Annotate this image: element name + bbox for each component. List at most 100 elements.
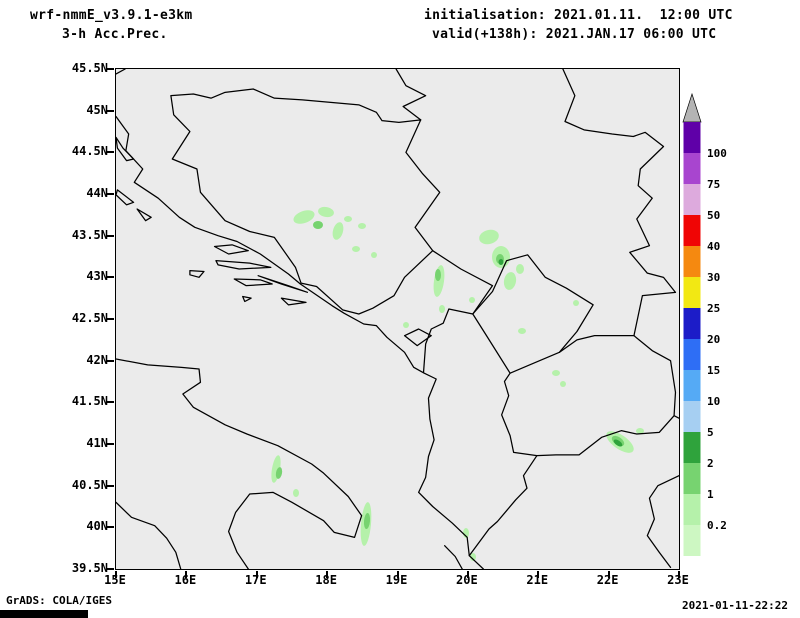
lat-tick-label: 45N (86, 102, 108, 117)
lon-tick-mark (255, 571, 258, 578)
lat-axis: 45.5N 45N 44.5N 44N 43.5N 43N 42.5N 42N 41.5N 41N… (0, 0, 108, 618)
colorbar-level-label: 1 (707, 488, 714, 501)
colorbar-level-label: 15 (707, 364, 720, 377)
colorbar-level-label: 10 (707, 395, 720, 408)
italy-adriatic-coast (116, 359, 362, 569)
lat-tick-label: 44.5N (71, 144, 108, 159)
serbia-east-border (559, 69, 675, 352)
colorbar-segment (683, 339, 701, 370)
precip-patch (344, 216, 352, 222)
lat-tick-label: 40.5N (71, 477, 108, 492)
adriatic-coastline (116, 117, 483, 569)
lon-tick-label: 15E (104, 573, 126, 587)
lat-tick-mark (107, 109, 114, 112)
colorbar-level-label: 100 (707, 147, 727, 160)
precip-patch (332, 222, 344, 240)
lon-tick-mark (326, 571, 329, 578)
macedonia-greece-border (537, 416, 674, 456)
colorbar-segment (683, 432, 701, 463)
island-korcula (234, 279, 272, 286)
precip-patch (318, 206, 334, 218)
lat-tick-mark (107, 68, 114, 70)
map-plot-area (107, 68, 680, 578)
precip-patch (313, 221, 323, 229)
colorbar-segment (683, 463, 701, 494)
lat-tick-label: 43.5N (71, 227, 108, 242)
slovenia-border (116, 69, 125, 74)
colorbar-segment (683, 308, 701, 339)
lake-skadar (405, 329, 432, 346)
lat-tick-label: 42N (86, 352, 108, 367)
precip-patch (503, 272, 517, 290)
colorbar-level-label: 25 (707, 302, 720, 315)
island-brac (215, 245, 249, 254)
island-dugi-otok (116, 190, 134, 205)
colorbar-level-label: 5 (707, 426, 714, 439)
precip-patch (371, 252, 377, 258)
colorbar-level-label: 30 (707, 271, 720, 284)
precip-patch (435, 269, 441, 281)
colorbar-level-label: 75 (707, 178, 720, 191)
precip-patch (498, 259, 504, 265)
colorbar-overflow-triangle (682, 92, 702, 123)
colorbar-segment (683, 525, 701, 556)
corfu-island (445, 546, 463, 569)
product-title: 3-h Acc.Prec. (62, 27, 168, 42)
lat-tick-mark (107, 276, 114, 279)
lat-tick-mark (107, 359, 114, 362)
greek-coast (647, 476, 679, 568)
lat-tick-mark (107, 318, 114, 320)
lon-tick-mark (466, 571, 469, 578)
lat-tick-label: 43N (86, 269, 108, 284)
lat-tick-mark (107, 568, 114, 570)
map-canvas (116, 69, 679, 569)
lat-tick-label: 41N (86, 436, 108, 450)
colorbar-segment (683, 215, 701, 246)
precip-patch (518, 328, 526, 334)
island-mljet (281, 298, 306, 305)
lon-tick-label: 18E (315, 573, 337, 587)
lat-tick-mark (107, 526, 114, 529)
lat-tick-label: 40N (86, 519, 108, 534)
precip-patch (358, 223, 366, 229)
tick-layer (107, 68, 680, 578)
precip-patch (439, 305, 445, 313)
geo-borders (116, 69, 679, 569)
lat-tick-mark (107, 151, 114, 154)
lon-tick-label: 20E (456, 573, 478, 587)
colorbar-level-label: 2 (707, 457, 714, 470)
creation-timestamp: 2021-01-11-22:22 (682, 599, 788, 612)
init-time-label: initialisation: 2021.01.11. 12:00 UTC (424, 8, 733, 23)
island-lastovo (243, 297, 251, 302)
precip-patch (470, 553, 476, 561)
precip-patch (560, 381, 566, 387)
lat-tick-mark (107, 234, 114, 237)
peljesac-peninsula (258, 276, 307, 293)
precip-patch (479, 229, 499, 245)
lat-tick-label: 41.5N (71, 394, 108, 409)
precip-patch (363, 513, 371, 529)
island-kornati (137, 209, 151, 221)
model-title: wrf-nmmE_v3.9.1-e3km (30, 8, 193, 23)
precip-patch (275, 467, 283, 479)
colorbar-level-label: 40 (707, 240, 720, 253)
colorbar-segment (683, 184, 701, 215)
lat-tick-label: 44N (86, 186, 108, 200)
colorbar-level-label: 0.2 (707, 519, 727, 532)
lon-tick-label: 23E (667, 573, 689, 587)
albania-macedonia-border (502, 373, 537, 455)
lat-tick-label: 45.5N (71, 61, 108, 75)
precip-patch (573, 300, 579, 306)
lon-tick-label: 19E (385, 573, 408, 587)
lon-tick-mark (185, 571, 188, 578)
lon-tick-mark (115, 571, 117, 578)
colorbar-level-label: 50 (707, 209, 720, 222)
lat-tick-mark (107, 484, 114, 487)
lon-tick-mark (607, 571, 610, 578)
bottom-black-strip (0, 610, 88, 618)
lon-tick-label: 17E (244, 573, 267, 587)
island-vis (190, 271, 204, 278)
colorbar-segment (683, 153, 701, 184)
colorbar-segment (683, 277, 701, 308)
